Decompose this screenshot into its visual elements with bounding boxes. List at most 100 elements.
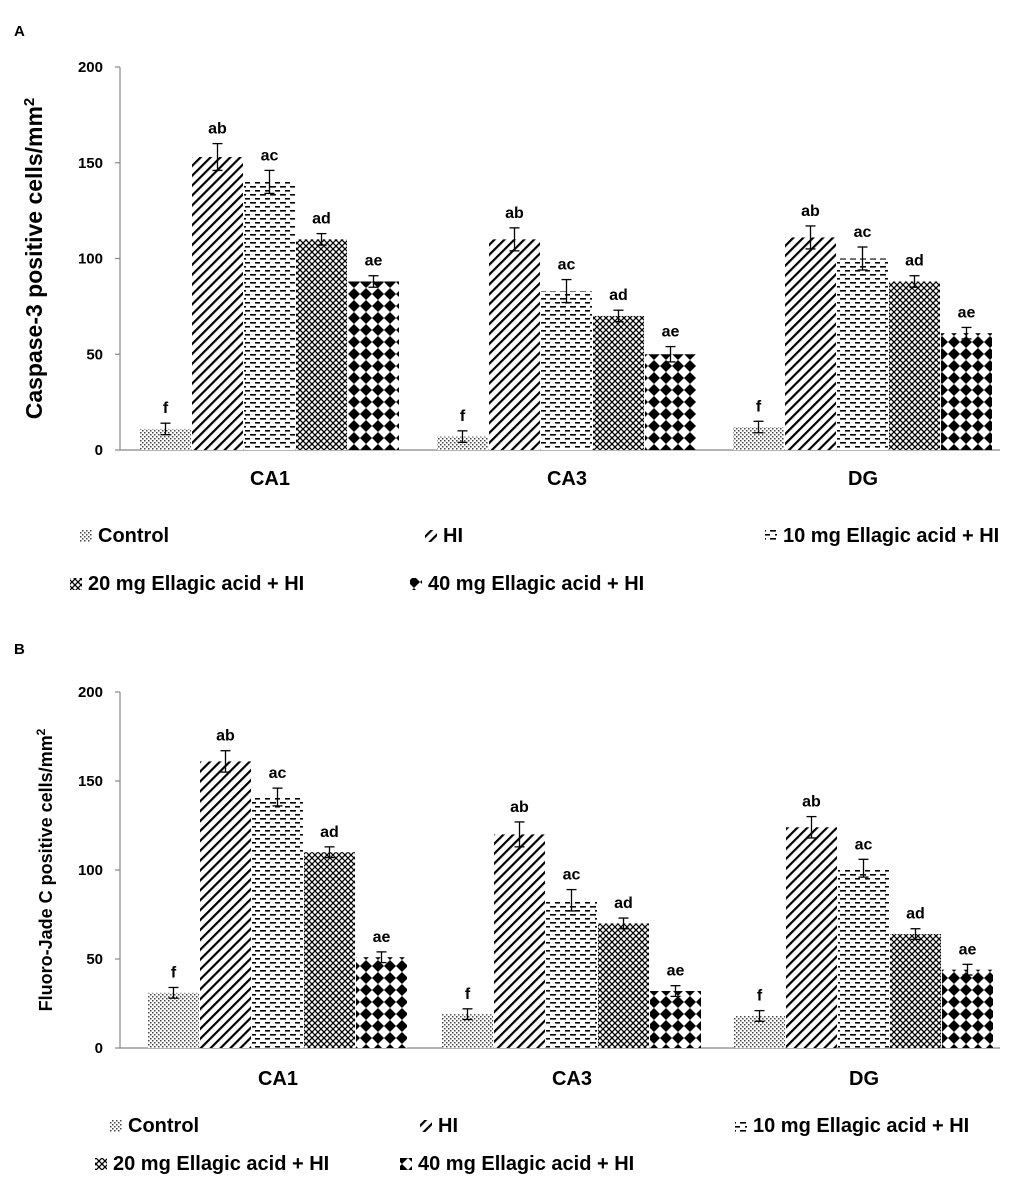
legend-label: 40 mg Ellagic acid + HI bbox=[428, 573, 644, 595]
bar bbox=[889, 281, 940, 450]
significance-label: ac bbox=[269, 765, 287, 782]
significance-label: ab bbox=[505, 205, 524, 222]
y-tick-label: 50 bbox=[86, 951, 103, 968]
x-tick-label: DG bbox=[848, 468, 878, 490]
bar bbox=[645, 354, 696, 450]
bar bbox=[304, 852, 355, 1048]
legend-swatch bbox=[400, 1158, 412, 1170]
bar bbox=[785, 237, 836, 450]
bar bbox=[200, 761, 251, 1048]
significance-label: ac bbox=[261, 147, 279, 164]
significance-label: ab bbox=[801, 203, 820, 220]
significance-label: f bbox=[756, 398, 762, 415]
legend-swatch bbox=[420, 1120, 432, 1132]
significance-label: ad bbox=[905, 253, 924, 270]
panel-b: B 0 50 100 150 200 Fluoro-Jade C positive cell… bbox=[14, 641, 1000, 1175]
bar bbox=[786, 827, 837, 1048]
legend-label: 40 mg Ellagic acid + HI bbox=[418, 1153, 634, 1175]
x-tick-label: CA1 bbox=[250, 468, 290, 490]
x-tick-label: CA3 bbox=[552, 1068, 592, 1090]
legend-swatch bbox=[95, 1158, 107, 1170]
bar bbox=[942, 969, 993, 1048]
x-tick-label: CA1 bbox=[258, 1068, 298, 1090]
significance-label: ac bbox=[854, 224, 872, 241]
significance-label: ae bbox=[667, 963, 685, 980]
y-axis-label: Caspase-3 positive cells/mm2 bbox=[21, 98, 48, 420]
x-tick-label: DG bbox=[849, 1068, 879, 1090]
bar bbox=[244, 181, 295, 450]
significance-label: f bbox=[171, 964, 177, 981]
y-tick-label: 200 bbox=[78, 59, 103, 76]
bar bbox=[252, 797, 303, 1048]
bar bbox=[296, 239, 347, 450]
bar bbox=[650, 991, 701, 1048]
legend-swatch bbox=[110, 1120, 122, 1132]
significance-label: ae bbox=[959, 941, 977, 958]
bar bbox=[733, 427, 784, 450]
legend-label: HI bbox=[438, 1115, 458, 1137]
bar bbox=[192, 157, 243, 450]
legend-swatch bbox=[765, 530, 777, 542]
bar bbox=[356, 957, 407, 1048]
legend-label: 10 mg Ellagic acid + HI bbox=[783, 525, 999, 547]
bar bbox=[598, 923, 649, 1048]
bar bbox=[489, 239, 540, 450]
significance-label: ac bbox=[855, 836, 873, 853]
significance-label: ae bbox=[365, 253, 383, 270]
significance-label: ad bbox=[312, 211, 331, 228]
bar bbox=[148, 992, 199, 1048]
significance-label: f bbox=[163, 400, 169, 417]
legend-label: Control bbox=[128, 1115, 199, 1137]
legend-label: Control bbox=[98, 525, 169, 547]
y-tick-label: 50 bbox=[86, 346, 103, 363]
significance-label: ac bbox=[558, 257, 576, 274]
bar bbox=[837, 258, 888, 450]
legend-label: 10 mg Ellagic acid + HI bbox=[753, 1115, 969, 1137]
bar bbox=[838, 868, 889, 1048]
panel-a: A 0 50 100 150 200 Caspase-3 positive cells/mm… bbox=[14, 23, 1000, 595]
y-tick-label: 0 bbox=[95, 1040, 103, 1057]
legend-swatch bbox=[735, 1120, 747, 1132]
y-axis-label: Fluoro-Jade C positive cells/mm2 bbox=[34, 728, 56, 1011]
y-tick-label: 0 bbox=[95, 442, 103, 459]
significance-label: f bbox=[757, 988, 763, 1005]
significance-label: ad bbox=[320, 824, 339, 841]
y-tick-label: 100 bbox=[78, 862, 103, 879]
legend-swatch bbox=[80, 530, 92, 542]
significance-label: ab bbox=[216, 728, 235, 745]
bar bbox=[541, 291, 592, 450]
bar bbox=[593, 315, 644, 450]
significance-label: ae bbox=[373, 929, 391, 946]
significance-label: ac bbox=[563, 867, 581, 884]
bar bbox=[546, 900, 597, 1048]
bar bbox=[494, 834, 545, 1048]
significance-label: ad bbox=[614, 895, 633, 912]
legend-label: 20 mg Ellagic acid + HI bbox=[88, 573, 304, 595]
panel-label: A bbox=[14, 23, 25, 40]
significance-label: ae bbox=[958, 304, 976, 321]
legend-swatch bbox=[425, 530, 437, 542]
significance-label: ad bbox=[609, 287, 628, 304]
legend-label: HI bbox=[443, 525, 463, 547]
bar bbox=[348, 281, 399, 450]
legend-swatch bbox=[410, 578, 422, 590]
y-tick-label: 150 bbox=[78, 155, 103, 172]
legend-swatch bbox=[70, 578, 82, 590]
bar bbox=[437, 436, 488, 450]
bar bbox=[890, 934, 941, 1048]
y-tick-label: 150 bbox=[78, 773, 103, 790]
significance-label: ab bbox=[510, 799, 529, 816]
significance-label: ad bbox=[906, 906, 925, 923]
significance-label: f bbox=[465, 986, 471, 1003]
significance-label: f bbox=[460, 408, 466, 425]
significance-label: ae bbox=[662, 324, 680, 341]
significance-label: ab bbox=[208, 121, 227, 138]
y-tick-label: 100 bbox=[78, 251, 103, 268]
panel-label: B bbox=[14, 641, 25, 658]
legend-label: 20 mg Ellagic acid + HI bbox=[113, 1153, 329, 1175]
bar bbox=[941, 333, 992, 450]
bar bbox=[140, 428, 191, 450]
x-tick-label: CA3 bbox=[547, 468, 587, 490]
significance-label: ab bbox=[802, 794, 821, 811]
